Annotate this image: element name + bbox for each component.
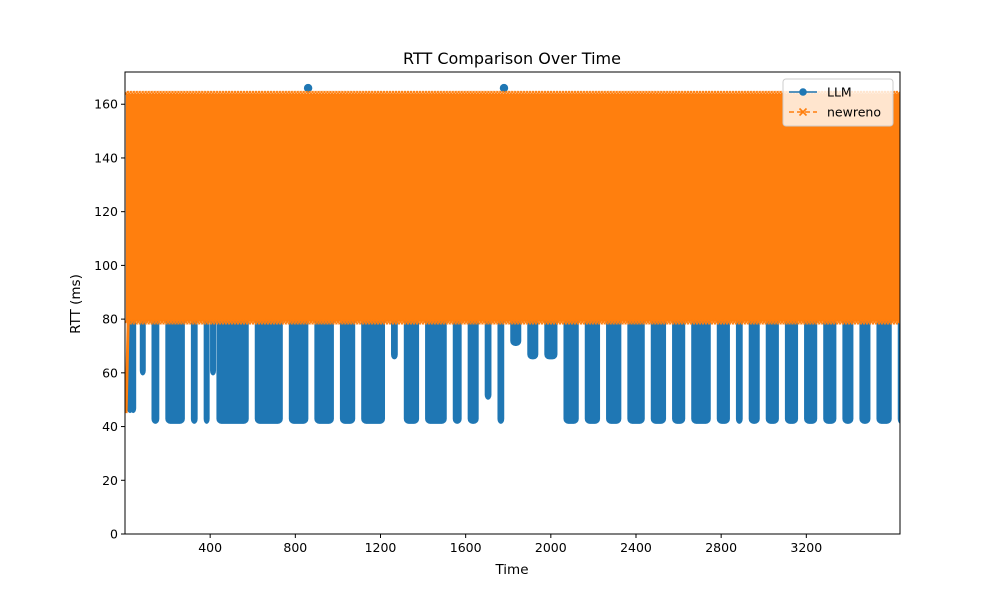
llm-point (499, 83, 509, 93)
y-tick-label: 80 (102, 312, 118, 327)
legend-box (782, 78, 894, 127)
llm-point (303, 83, 313, 93)
newreno-band (125, 93, 900, 322)
y-tick-label: 160 (94, 97, 118, 112)
y-tick-label: 140 (94, 150, 118, 165)
plot-area (125, 83, 900, 424)
series-newreno (125, 90, 900, 414)
plot-frame (124, 71, 901, 535)
x-tick-label: 800 (283, 540, 307, 555)
x-axis-label: Time (494, 562, 528, 578)
y-tick-label: 40 (102, 419, 118, 434)
x-axis: 400 800 1200 1600 2000 2400 2800 3200 (198, 534, 822, 555)
x-tick-label: 2800 (705, 540, 737, 555)
legend-newreno-marker (798, 107, 808, 117)
x-tick-label: 3200 (790, 540, 822, 555)
newreno-start-line (125, 321, 130, 414)
legend-llm-label: LLM (827, 85, 852, 100)
y-tick-label: 120 (94, 204, 118, 219)
y-axis: 0 20 40 60 80 100 120 140 160 (94, 97, 125, 542)
y-tick-label: 100 (94, 258, 118, 273)
y-tick-label: 20 (102, 473, 118, 488)
x-tick-label: 1600 (450, 540, 482, 555)
legend: LLM newreno (782, 78, 894, 127)
chart-title: RTT Comparison Over Time (403, 49, 621, 68)
x-tick-label: 2000 (535, 540, 567, 555)
x-tick-label: 2400 (620, 540, 652, 555)
y-tick-label: 60 (102, 365, 118, 380)
y-tick-label: 0 (110, 527, 118, 542)
x-tick-label: 1200 (365, 540, 397, 555)
x-tick-label: 400 (198, 540, 222, 555)
y-axis-label: RTT (ms) (68, 274, 84, 334)
legend-llm-marker (799, 88, 807, 96)
legend-newreno-label: newreno (827, 105, 881, 120)
